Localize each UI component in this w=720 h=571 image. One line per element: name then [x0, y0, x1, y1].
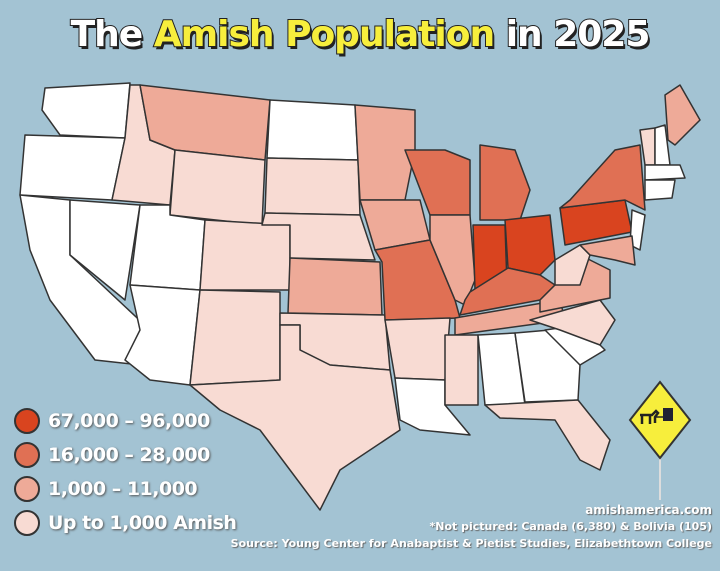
source-note: Source: Young Center for Anabaptist & Pi…: [230, 537, 712, 550]
state-nm: [189, 289, 281, 386]
state-ny: [559, 144, 646, 211]
legend-swatch: [14, 476, 40, 502]
state-nv: [69, 199, 141, 301]
page-title: The Amish Population in 2025: [0, 13, 720, 56]
state-ut: [129, 204, 206, 291]
title-part1: The: [70, 13, 145, 56]
legend-item: 16,000 – 28,000: [14, 438, 236, 472]
state-co: [199, 219, 291, 291]
state-ms: [444, 334, 479, 406]
legend-swatch: [14, 510, 40, 536]
legend-item: 67,000 – 96,000: [14, 404, 236, 438]
state-me: [664, 84, 701, 146]
state-md: [579, 235, 636, 266]
legend-label: 16,000 – 28,000: [48, 444, 210, 466]
state-or: [19, 134, 126, 201]
website-credit: amishamerica.com: [585, 503, 712, 517]
legend-swatch: [14, 408, 40, 434]
legend-item: Up to 1,000 Amish: [14, 506, 237, 540]
not-pictured-note: *Not pictured: Canada (6,380) & Bolivia …: [429, 520, 712, 533]
state-sd: [264, 157, 361, 216]
state-wv: [554, 244, 591, 286]
legend-label: 67,000 – 96,000: [48, 410, 210, 432]
state-tx: [189, 324, 401, 511]
state-nj: [629, 209, 646, 251]
state-ma: [644, 164, 686, 181]
state-fl: [484, 399, 611, 471]
state-wi: [404, 149, 471, 216]
legend-swatch: [14, 442, 40, 468]
horse-buggy-sign-icon: [628, 380, 692, 500]
legend-label: 1,000 – 11,000: [48, 478, 198, 500]
state-oh: [504, 214, 556, 276]
state-wy: [169, 149, 266, 226]
legend-item: 1,000 – 11,000: [14, 472, 236, 506]
state-mi: [479, 144, 531, 221]
state-mn: [354, 104, 416, 201]
title-highlight: Amish Population: [153, 13, 496, 56]
legend-label: Up to 1,000 Amish: [48, 512, 237, 534]
state-ks: [287, 257, 383, 316]
state-ar: [384, 317, 451, 381]
state-nc: [529, 299, 616, 346]
state-vt: [639, 127, 656, 166]
state-nd: [266, 99, 359, 161]
state-ct: [644, 179, 676, 201]
legend: 67,000 – 96,000 16,000 – 28,000 1,000 – …: [14, 404, 237, 540]
state-ky: [459, 267, 556, 316]
state-wa: [41, 82, 131, 139]
title-part2: in 2025: [505, 13, 652, 56]
